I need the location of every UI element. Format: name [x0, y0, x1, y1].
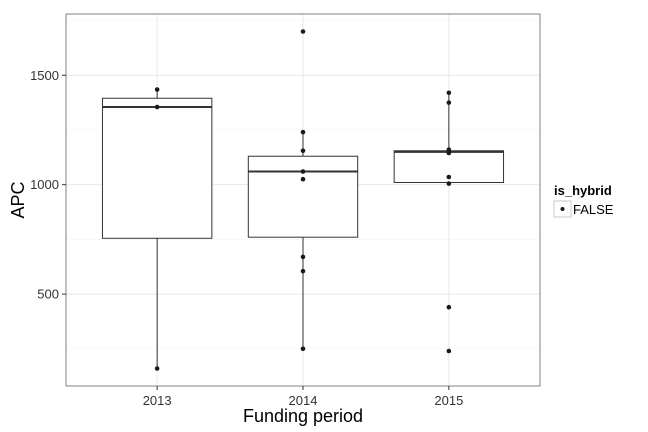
y-tick-label: 1500	[30, 68, 59, 83]
data-point-2014	[300, 254, 306, 260]
data-point-2013	[154, 87, 160, 92]
legend-title: is_hybrid	[554, 183, 612, 198]
data-point-2013	[154, 366, 160, 371]
data-point-2014	[300, 169, 306, 174]
box-2013	[101, 89, 213, 369]
box-rect	[101, 97, 213, 239]
data-point-2015	[446, 150, 452, 156]
data-point-2015	[446, 181, 452, 186]
data-point-2014	[300, 176, 306, 182]
data-point-2014	[300, 148, 306, 154]
data-point-2015	[446, 348, 452, 354]
data-point-2015	[446, 304, 452, 310]
data-point-2015	[446, 174, 452, 180]
y-tick-label: 500	[37, 287, 59, 302]
y-axis-title: APC	[8, 181, 28, 218]
axes: 500 1000 1500 2013 2014 2015	[30, 68, 463, 408]
legend-key-point	[560, 207, 565, 211]
data-point-2015	[446, 100, 452, 105]
x-tick-label: 2014	[289, 393, 318, 408]
data-point-2014	[300, 268, 306, 274]
box-rect	[247, 155, 359, 238]
x-axis-title: Funding period	[243, 406, 363, 426]
legend: is_hybrid FALSE	[553, 183, 614, 218]
y-tick-label: 1000	[30, 177, 59, 192]
data-point-2013	[154, 104, 160, 110]
data-points	[154, 29, 452, 371]
data-point-2014	[300, 129, 306, 135]
data-point-2015	[446, 90, 452, 96]
data-point-2014	[300, 29, 306, 34]
x-tick-label: 2015	[434, 393, 463, 408]
data-point-2014	[300, 346, 306, 352]
x-tick-label: 2013	[143, 393, 172, 408]
legend-label-false: FALSE	[573, 202, 614, 217]
